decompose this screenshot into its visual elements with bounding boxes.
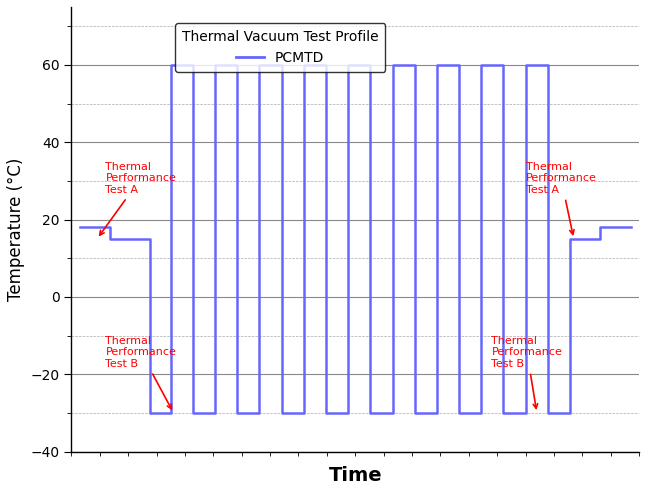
Text: Thermal
Performance
Test A: Thermal Performance Test A: [99, 161, 176, 235]
Text: Thermal
Performance
Test B: Thermal Performance Test B: [492, 336, 563, 408]
Y-axis label: Temperature (°C): Temperature (°C): [7, 157, 25, 301]
X-axis label: Time: Time: [328, 466, 382, 485]
Legend: PCMTD: PCMTD: [175, 23, 386, 72]
Text: Thermal
Performance
Test B: Thermal Performance Test B: [105, 336, 176, 409]
Text: Thermal
Performance
Test A: Thermal Performance Test A: [526, 161, 596, 234]
